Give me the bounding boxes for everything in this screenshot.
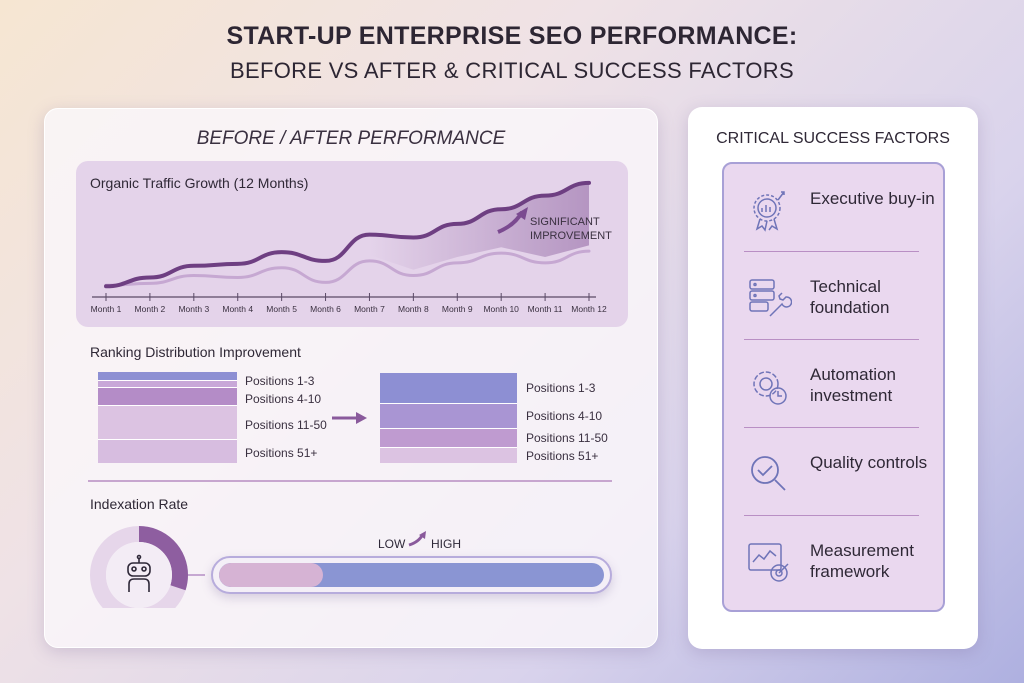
x-tick-label: Month 7	[354, 304, 385, 314]
ranking-before-stack	[98, 372, 237, 463]
award-badge-icon	[753, 191, 785, 232]
factors-list: Executive buy-in Technical foundation Au…	[722, 162, 945, 612]
after-label-1-3: Positions 1-3	[526, 381, 596, 395]
x-tick-label: Month 5	[266, 304, 297, 314]
arrow-right-icon	[332, 412, 367, 424]
title-line-2: BEFORE VS AFTER & CRITICAL SUCCESS FACTO…	[230, 58, 794, 83]
indexation-bar-high	[219, 563, 604, 587]
before-bar-4-10	[98, 387, 237, 405]
x-tick-label: Month 6	[310, 304, 341, 314]
arrow-up-right-icon	[408, 531, 426, 547]
factor-quality-controls: Quality controls	[724, 428, 943, 516]
x-tick-label: Month 11	[528, 304, 563, 314]
x-tick-label: Month 12	[571, 304, 607, 314]
x-tick-label: Month 1	[91, 304, 122, 314]
after-bar-11-50	[380, 428, 517, 447]
after-bar-1-3	[380, 373, 517, 403]
factor-executive-buy-in: Executive buy-in	[724, 164, 943, 252]
factor-measurement-framework: Measurement framework	[724, 516, 943, 604]
before-label-4-10: Positions 4-10	[245, 392, 322, 406]
chart-target-icon	[748, 543, 789, 582]
after-bar-4-10	[380, 403, 517, 428]
series-line-before	[104, 249, 591, 287]
after-label-4-10: Positions 4-10	[526, 409, 603, 423]
before-bar-gap	[98, 380, 237, 387]
before-bar-51	[98, 439, 237, 463]
factor-label: Quality controls	[810, 453, 928, 472]
factor-label: Technical foundation	[810, 277, 890, 317]
server-wrench-icon	[749, 279, 792, 317]
before-bar-1-3	[98, 372, 237, 380]
section-divider	[88, 480, 612, 482]
x-tick-label: Month 4	[222, 304, 253, 314]
factor-label: Measurement framework	[810, 541, 914, 581]
before-label-1-3: Positions 1-3	[245, 374, 315, 388]
factor-technical-foundation: Technical foundation	[724, 252, 943, 340]
chart-title: Organic Traffic Growth (12 Months)	[90, 175, 309, 191]
ranking-title: Ranking Distribution Improvement	[90, 344, 301, 360]
factor-label: Automation investment	[810, 365, 896, 405]
magnifier-check-icon	[751, 456, 786, 491]
before-label-11-50: Positions 11-50	[245, 418, 327, 432]
x-tick-label: Month 8	[398, 304, 429, 314]
title-line-1: START-UP ENTERPRISE SEO PERFORMANCE:	[226, 22, 798, 50]
factor-label: Executive buy-in	[810, 189, 935, 208]
x-tick-label: Month 3	[178, 304, 209, 314]
high-label: HIGH	[431, 537, 461, 551]
ranking-after-stack	[380, 373, 517, 463]
indexation-title: Indexation Rate	[90, 496, 189, 512]
robot-icon	[127, 554, 151, 592]
indexation-bar-low	[219, 563, 323, 587]
chart-annotation: SIGNIFICANT IMPROVEMENT	[530, 216, 612, 242]
indexation-donut	[90, 526, 205, 608]
x-tick-label: Month 9	[442, 304, 473, 314]
indexation-bar-track	[211, 556, 612, 594]
gear-clock-icon	[753, 371, 787, 405]
after-bar-51	[380, 447, 517, 463]
success-factors-heading: CRITICAL SUCCESS FACTORS	[716, 130, 950, 147]
series-line-after	[104, 180, 591, 289]
improvement-shade	[369, 182, 589, 270]
before-label-51: Positions 51+	[245, 446, 318, 460]
x-tick-label: Month 2	[135, 304, 166, 314]
after-label-11-50: Positions 11-50	[526, 431, 608, 445]
before-after-heading: BEFORE / AFTER PERFORMANCE	[196, 128, 506, 149]
factor-automation-investment: Automation investment	[724, 340, 943, 428]
after-label-51: Positions 51+	[526, 449, 599, 463]
before-bar-11-50	[98, 405, 237, 439]
low-label: LOW	[378, 537, 406, 551]
improvement-arrowhead	[516, 207, 528, 220]
x-tick-label: Month 10	[483, 304, 519, 314]
